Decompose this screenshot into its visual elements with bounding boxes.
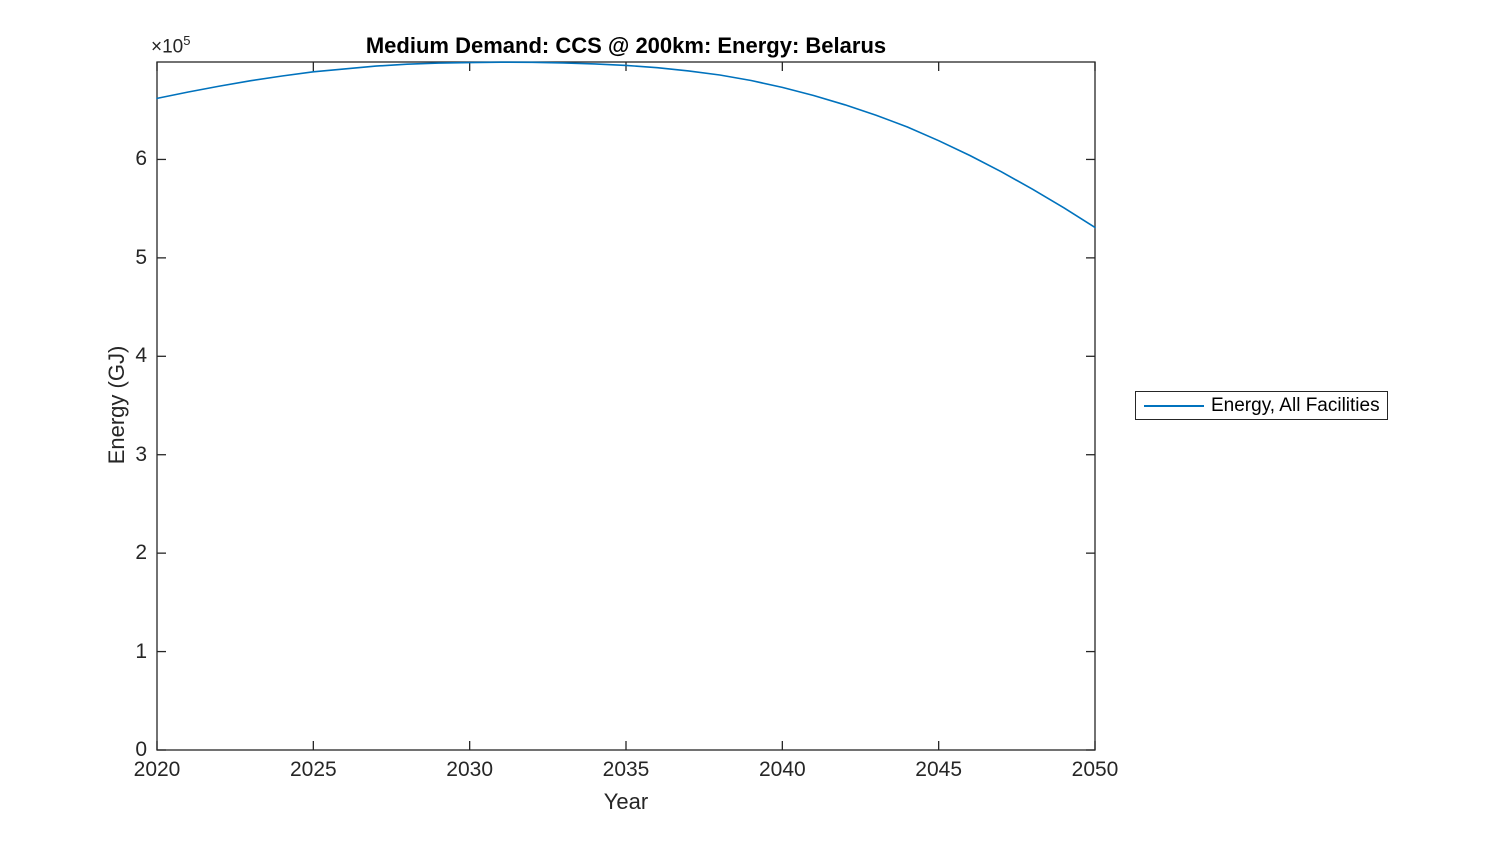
y-tick-label: 5	[135, 245, 147, 269]
y-tick-label: 3	[135, 442, 147, 466]
y-tick-label: 4	[135, 344, 147, 368]
legend-line-sample-icon	[1144, 404, 1204, 407]
y-axis-exponent-power: 5	[183, 33, 191, 48]
y-tick-label: 1	[135, 639, 147, 663]
chart-title: Medium Demand: CCS @ 200km: Energy: Bela…	[365, 33, 887, 58]
x-tick-label: 2030	[446, 758, 494, 781]
x-tick-label: 2035	[602, 758, 650, 781]
y-tick-label: 6	[135, 147, 147, 171]
y-axis-exponent: ×105	[151, 33, 190, 58]
x-tick-label: 2040	[758, 758, 806, 781]
legend-box: Energy, All Facilities	[1135, 391, 1388, 420]
y-tick-label: 0	[135, 738, 147, 761]
x-tick-label: 2050	[1071, 758, 1119, 781]
legend-entry-label: Energy, All Facilities	[1211, 394, 1380, 416]
x-tick-label: 2020	[133, 758, 181, 781]
x-tick-label: 2025	[289, 758, 337, 781]
y-axis-exponent-base: ×10	[151, 36, 184, 58]
energy-series-line	[156, 61, 1096, 229]
axes-box	[156, 61, 1096, 751]
x-tick-label: 2045	[915, 758, 963, 781]
x-axis-label: Year	[603, 789, 649, 814]
y-tick-label: 2	[135, 541, 147, 565]
